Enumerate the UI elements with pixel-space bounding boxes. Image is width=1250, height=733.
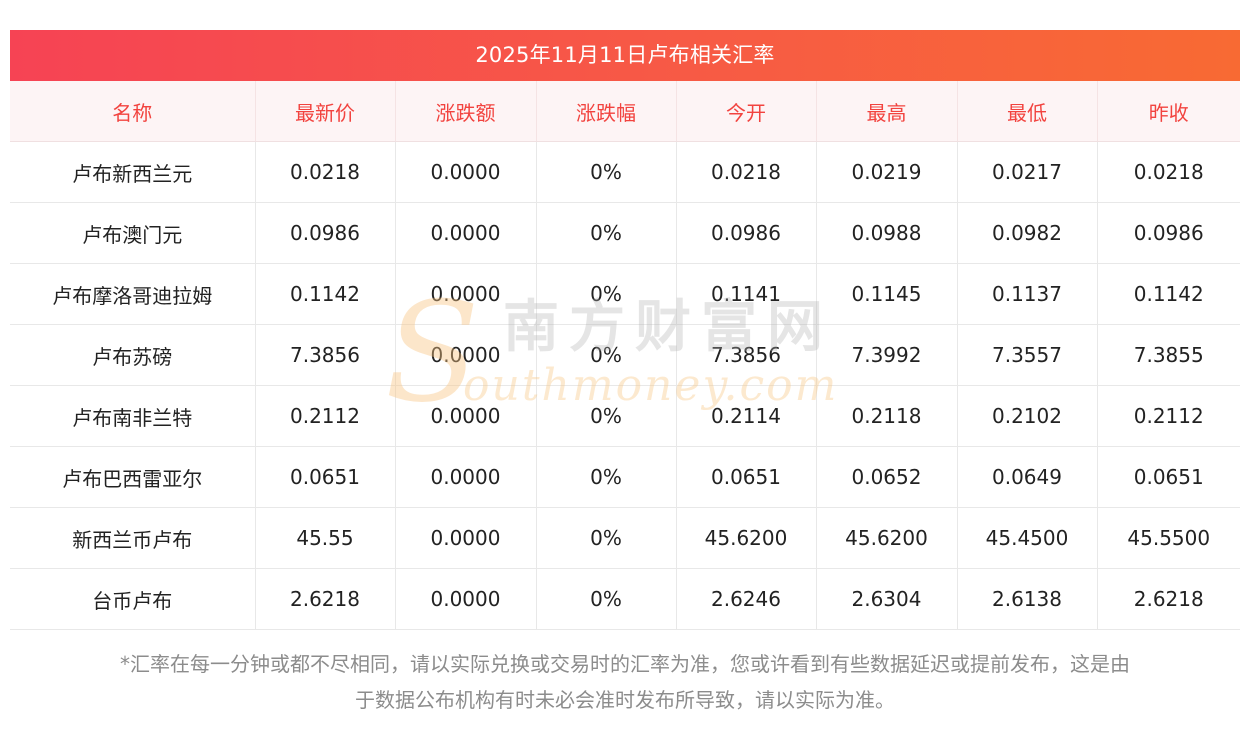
- cell-low: 0.1137: [957, 263, 1098, 325]
- cell-change-pct: 0%: [536, 202, 677, 264]
- cell-low: 2.6138: [957, 568, 1098, 630]
- table-row: 新西兰币卢布 45.55 0.0000 0% 45.6200 45.6200 45.4500…: [10, 507, 1240, 569]
- cell-prev-close: 0.0218: [1097, 141, 1240, 203]
- cell-prev-close: 45.5500: [1097, 507, 1240, 569]
- disclaimer-line-1: *汇率在每一分钟或都不尽相同，请以实际兑换或交易时的汇率为准，您或许看到有些数据…: [120, 652, 1130, 676]
- cell-high: 7.3992: [816, 324, 958, 386]
- cell-high: 2.6304: [816, 568, 958, 630]
- column-header-latest: 最新价: [255, 81, 396, 142]
- cell-name: 卢布新西兰元: [10, 141, 256, 203]
- cell-latest: 0.2112: [255, 385, 396, 447]
- cell-name: 卢布苏磅: [10, 324, 256, 386]
- cell-latest: 0.0218: [255, 141, 396, 203]
- cell-name: 卢布摩洛哥迪拉姆: [10, 263, 256, 325]
- cell-open: 0.0651: [676, 446, 817, 508]
- table-row: 卢布新西兰元 0.0218 0.0000 0% 0.0218 0.0219 0.0217 0.…: [10, 141, 1240, 203]
- cell-prev-close: 0.1142: [1097, 263, 1240, 325]
- cell-high: 0.2118: [816, 385, 958, 447]
- cell-name: 卢布巴西雷亚尔: [10, 446, 256, 508]
- cell-change: 0.0000: [395, 324, 537, 386]
- cell-open: 45.6200: [676, 507, 817, 569]
- cell-open: 0.0986: [676, 202, 817, 264]
- cell-change: 0.0000: [395, 202, 537, 264]
- column-header-high: 最高: [816, 81, 958, 142]
- table-row: 卢布苏磅 7.3856 0.0000 0% 7.3856 7.3992 7.3557 7.38…: [10, 324, 1240, 386]
- cell-latest: 0.1142: [255, 263, 396, 325]
- page-title: 2025年11月11日卢布相关汇率: [10, 30, 1240, 81]
- cell-high: 45.6200: [816, 507, 958, 569]
- cell-low: 0.2102: [957, 385, 1098, 447]
- cell-name: 卢布澳门元: [10, 202, 256, 264]
- column-header-low: 最低: [957, 81, 1098, 142]
- cell-change-pct: 0%: [536, 263, 677, 325]
- cell-open: 0.2114: [676, 385, 817, 447]
- table-row: 卢布巴西雷亚尔 0.0651 0.0000 0% 0.0651 0.0652 0.0649 0…: [10, 446, 1240, 508]
- cell-change-pct: 0%: [536, 141, 677, 203]
- cell-high: 0.1145: [816, 263, 958, 325]
- cell-latest: 0.0986: [255, 202, 396, 264]
- cell-low: 0.0217: [957, 141, 1098, 203]
- cell-high: 0.0652: [816, 446, 958, 508]
- cell-low: 0.0649: [957, 446, 1098, 508]
- cell-change: 0.0000: [395, 141, 537, 203]
- cell-prev-close: 0.2112: [1097, 385, 1240, 447]
- column-header-open: 今开: [676, 81, 817, 142]
- cell-name: 卢布南非兰特: [10, 385, 256, 447]
- table-row: 卢布摩洛哥迪拉姆 0.1142 0.0000 0% 0.1141 0.1145 0.1137…: [10, 263, 1240, 325]
- cell-latest: 2.6218: [255, 568, 396, 630]
- cell-change: 0.0000: [395, 568, 537, 630]
- cell-change-pct: 0%: [536, 507, 677, 569]
- cell-latest: 45.55: [255, 507, 396, 569]
- cell-open: 0.0218: [676, 141, 817, 203]
- cell-open: 7.3856: [676, 324, 817, 386]
- cell-name: 新西兰币卢布: [10, 507, 256, 569]
- table-row: 台币卢布 2.6218 0.0000 0% 2.6246 2.6304 2.6138 2.62…: [10, 568, 1240, 630]
- cell-change: 0.0000: [395, 263, 537, 325]
- cell-change: 0.0000: [395, 446, 537, 508]
- cell-prev-close: 7.3855: [1097, 324, 1240, 386]
- column-header-name: 名称: [10, 81, 256, 142]
- rates-table: 名称 最新价 涨跌额 涨跌幅 今开 最高 最低 昨收 卢布新西兰元 0.0218 0…: [10, 81, 1240, 630]
- table-row: 卢布南非兰特 0.2112 0.0000 0% 0.2114 0.2118 0.2102 0.…: [10, 385, 1240, 447]
- cell-low: 45.4500: [957, 507, 1098, 569]
- cell-high: 0.0988: [816, 202, 958, 264]
- column-header-change: 涨跌额: [395, 81, 537, 142]
- table-header-row: 名称 最新价 涨跌额 涨跌幅 今开 最高 最低 昨收: [10, 81, 1240, 142]
- disclaimer-line-2: 于数据公布机构有时未必会准时发布所导致，请以实际为准。: [355, 688, 895, 712]
- cell-latest: 0.0651: [255, 446, 396, 508]
- cell-low: 7.3557: [957, 324, 1098, 386]
- cell-name: 台币卢布: [10, 568, 256, 630]
- table-row: 卢布澳门元 0.0986 0.0000 0% 0.0986 0.0988 0.0982 0.0…: [10, 202, 1240, 264]
- cell-change-pct: 0%: [536, 324, 677, 386]
- cell-latest: 7.3856: [255, 324, 396, 386]
- cell-open: 2.6246: [676, 568, 817, 630]
- cell-prev-close: 0.0651: [1097, 446, 1240, 508]
- cell-low: 0.0982: [957, 202, 1098, 264]
- column-header-prev-close: 昨收: [1097, 81, 1240, 142]
- cell-change: 0.0000: [395, 507, 537, 569]
- cell-change-pct: 0%: [536, 568, 677, 630]
- cell-open: 0.1141: [676, 263, 817, 325]
- cell-change-pct: 0%: [536, 385, 677, 447]
- disclaimer-note: *汇率在每一分钟或都不尽相同，请以实际兑换或交易时的汇率为准，您或许看到有些数据…: [10, 646, 1240, 718]
- cell-prev-close: 0.0986: [1097, 202, 1240, 264]
- cell-prev-close: 2.6218: [1097, 568, 1240, 630]
- cell-change-pct: 0%: [536, 446, 677, 508]
- column-header-change-pct: 涨跌幅: [536, 81, 677, 142]
- cell-high: 0.0219: [816, 141, 958, 203]
- cell-change: 0.0000: [395, 385, 537, 447]
